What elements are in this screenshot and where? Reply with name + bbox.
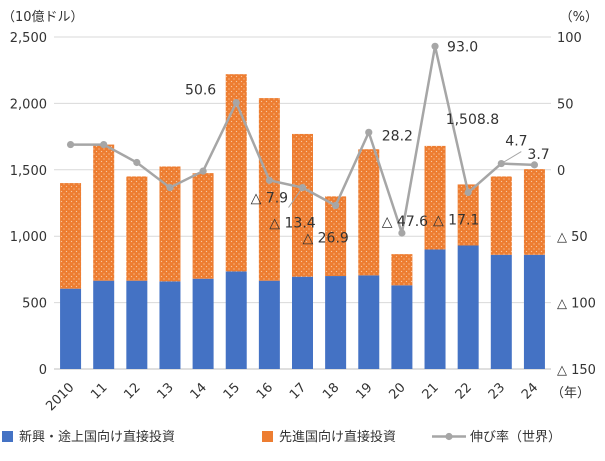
- bar-emerging-18: [325, 276, 347, 369]
- bar-developed-16: [258, 98, 280, 281]
- bar-emerging-23: [490, 254, 512, 369]
- bar-developed-19: [358, 149, 380, 276]
- growth-rate-point: [66, 140, 75, 149]
- x-tick-label: 12: [121, 380, 143, 402]
- x-tick-label: 18: [320, 380, 342, 402]
- x-tick-label: 22: [453, 380, 475, 402]
- x-unit: （年）: [551, 386, 590, 401]
- growth-rate-point: [530, 161, 539, 169]
- bar-emerging-2010: [60, 288, 82, 369]
- bar-emerging-16: [258, 280, 280, 369]
- bar-emerging-24: [523, 254, 545, 369]
- data-label: △ 17.1: [433, 213, 479, 229]
- bar-emerging-11: [93, 280, 115, 369]
- y-left-tick-label: 0: [39, 363, 47, 378]
- bar-developed-11: [93, 144, 115, 281]
- data-label: 3.7: [527, 147, 549, 163]
- growth-rate-point: [298, 183, 307, 192]
- x-tick-label: 15: [221, 380, 243, 402]
- bar-developed-2010: [60, 183, 82, 289]
- growth-rate-point: [431, 42, 439, 50]
- label-leader-line: [501, 151, 522, 164]
- bar-developed-23: [490, 176, 512, 255]
- y-left-tick-label: 2,000: [10, 97, 47, 112]
- data-label: △ 7.9: [251, 190, 288, 206]
- x-tick-label: 16: [254, 380, 276, 402]
- bar-developed-17: [292, 133, 313, 277]
- bar-emerging-15: [225, 271, 247, 369]
- bar-developed-21: [424, 145, 446, 250]
- data-label: △ 13.4: [269, 216, 315, 232]
- growth-rate-point: [398, 229, 406, 237]
- data-label: 4.7: [505, 134, 527, 150]
- bar-emerging-13: [159, 281, 181, 369]
- legend-label-growth: 伸び率（世界）: [470, 429, 561, 445]
- y-right-tick-label: 50: [557, 97, 574, 112]
- bar-emerging-19: [358, 275, 380, 369]
- bar-emerging-22: [457, 245, 479, 369]
- legend-marker-growth: [445, 432, 453, 441]
- legend-label-developed: 先進国向け直接投資: [279, 429, 396, 445]
- y-left-tick-label: 1,000: [10, 230, 47, 245]
- data-label: 28.2: [382, 128, 413, 144]
- bar-emerging-21: [424, 249, 446, 369]
- y-right-tick-label: △ 150: [557, 363, 596, 378]
- bar-developed-24: [523, 169, 545, 255]
- growth-rate-point: [100, 140, 108, 149]
- x-tick-label: 21: [420, 380, 442, 402]
- data-label: △ 47.6: [382, 214, 428, 230]
- x-tick-label: 17: [287, 380, 309, 402]
- growth-rate-point: [133, 158, 141, 167]
- bar-developed-18: [325, 196, 347, 277]
- data-label: 1,508.8: [446, 112, 499, 128]
- legend-swatch-emerging: [2, 431, 13, 442]
- y-right-tick-label: 100: [557, 31, 582, 46]
- y-right-unit: （%）: [560, 10, 598, 25]
- growth-rate-point: [199, 167, 207, 175]
- data-label: 93.0: [447, 39, 478, 55]
- y-right-tick-label: △ 50: [557, 230, 588, 245]
- y-right-tick-label: △ 100: [557, 297, 596, 312]
- legend-swatch-developed: [262, 431, 273, 442]
- x-tick-label: 19: [353, 380, 375, 402]
- data-label: 50.6: [185, 83, 216, 99]
- data-label: △ 26.9: [302, 231, 348, 247]
- x-tick-label: 11: [88, 380, 110, 402]
- growth-rate-point: [166, 183, 174, 192]
- growth-rate-point: [365, 128, 373, 136]
- bar-emerging-14: [192, 278, 214, 369]
- bar-developed-14: [192, 173, 214, 279]
- y-left-tick-label: 500: [22, 297, 47, 312]
- x-tick-label: 14: [188, 380, 210, 402]
- bar-emerging-20: [391, 285, 413, 369]
- bar-developed-15: [225, 74, 247, 272]
- x-tick-label: 23: [486, 380, 508, 402]
- legend-label-emerging: 新興・途上国向け直接投資: [19, 429, 175, 445]
- bar-emerging-12: [126, 280, 148, 369]
- growth-rate-point: [232, 99, 240, 107]
- bar-developed-12: [126, 176, 148, 281]
- x-tick-label: 20: [386, 380, 408, 402]
- y-right-tick-label: 0: [557, 164, 565, 179]
- bar-developed-20: [391, 254, 413, 286]
- bar-developed-13: [159, 166, 181, 282]
- x-tick-label: 24: [519, 380, 541, 402]
- x-tick-label: 13: [154, 380, 176, 402]
- label-leader-line: [288, 187, 303, 208]
- x-tick-label: 2010: [43, 380, 77, 414]
- growth-rate-point: [464, 188, 472, 197]
- growth-rate-point: [265, 176, 273, 184]
- y-left-tick-label: 2,500: [10, 31, 47, 46]
- bar-developed-22: [457, 184, 479, 246]
- growth-rate-point: [332, 201, 340, 210]
- bar-emerging-17: [292, 276, 313, 369]
- y-left-unit: （10億ドル）: [2, 9, 84, 25]
- y-left-tick-label: 1,500: [10, 164, 47, 179]
